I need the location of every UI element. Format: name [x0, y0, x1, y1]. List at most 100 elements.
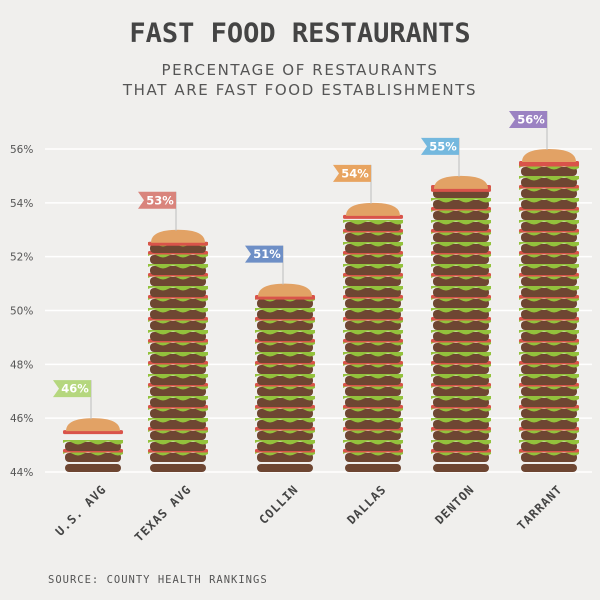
patty: [345, 420, 401, 429]
lettuce: [343, 418, 403, 423]
bar-u-s-avg: 46%: [53, 380, 123, 472]
patty: [257, 420, 313, 429]
lettuce: [519, 264, 579, 269]
lettuce: [148, 286, 208, 291]
lettuce: [255, 374, 315, 379]
lettuce: [431, 308, 491, 313]
patty: [257, 453, 313, 462]
patty: [521, 442, 577, 451]
patty: [433, 453, 489, 462]
patty: [521, 244, 577, 253]
patty: [345, 431, 401, 440]
patty: [257, 321, 313, 330]
lettuce: [343, 242, 403, 247]
patty: [150, 354, 206, 363]
top-bun: [434, 175, 488, 189]
patty: [433, 420, 489, 429]
top-bun: [258, 283, 312, 297]
patty: [433, 409, 489, 418]
patty: [150, 365, 206, 374]
patty: [345, 321, 401, 330]
patty: [433, 398, 489, 407]
patty: [345, 409, 401, 418]
patty: [150, 387, 206, 396]
patty: [345, 354, 401, 363]
patty: [345, 398, 401, 407]
x-tick-label: TARRANT: [515, 482, 566, 533]
lettuce: [343, 308, 403, 313]
flag: [421, 137, 459, 155]
y-tick-label: 48%: [10, 359, 33, 371]
patty: [521, 453, 577, 462]
patty: [521, 178, 577, 187]
patty: [521, 343, 577, 352]
flag: [509, 111, 547, 128]
patty: [433, 387, 489, 396]
lettuce: [255, 396, 315, 401]
patty: [345, 299, 401, 308]
lettuce: [519, 176, 579, 181]
lettuce: [519, 352, 579, 357]
patty: [433, 233, 489, 242]
patty: [521, 167, 577, 176]
patty: [345, 332, 401, 341]
patty: [521, 431, 577, 440]
lettuce: [148, 264, 208, 269]
bottom-bun: [345, 464, 401, 472]
lettuce: [519, 418, 579, 423]
x-tick-label: DALLAS: [344, 482, 389, 527]
lettuce: [343, 286, 403, 291]
patty: [433, 365, 489, 374]
lettuce: [519, 396, 579, 401]
patty: [433, 332, 489, 341]
patty: [345, 277, 401, 286]
lettuce: [519, 286, 579, 291]
patty: [345, 442, 401, 451]
lettuce: [431, 352, 491, 357]
y-tick-label: 44%: [10, 467, 33, 479]
patty: [521, 365, 577, 374]
patty: [65, 453, 121, 462]
bar-texas-avg: 53%: [138, 191, 208, 472]
bar-tarrant: 56%: [509, 111, 579, 472]
patty: [345, 343, 401, 352]
patty: [433, 266, 489, 275]
lettuce: [431, 286, 491, 291]
patty: [150, 420, 206, 429]
patty: [521, 332, 577, 341]
patty: [345, 365, 401, 374]
lettuce: [519, 198, 579, 203]
patty: [433, 321, 489, 330]
chart-title: FAST FOOD RESTAURANTS: [129, 18, 471, 49]
lettuce: [431, 440, 491, 445]
lettuce: [431, 330, 491, 335]
patty: [150, 266, 206, 275]
lettuce: [343, 396, 403, 401]
patty: [521, 310, 577, 319]
patty: [345, 222, 401, 231]
top-bun: [346, 202, 400, 216]
patty: [345, 310, 401, 319]
patty: [521, 321, 577, 330]
lettuce: [431, 198, 491, 203]
y-tick-label: 52%: [10, 252, 33, 264]
patty: [257, 442, 313, 451]
lettuce: [431, 242, 491, 247]
patty: [257, 376, 313, 385]
patty: [150, 299, 206, 308]
patty: [150, 288, 206, 297]
top-bun: [66, 418, 120, 432]
source-note: SOURCE: COUNTY HEALTH RANKINGS: [48, 574, 268, 586]
lettuce: [431, 418, 491, 423]
lettuce: [148, 352, 208, 357]
lettuce: [148, 396, 208, 401]
data-label: 53%: [146, 193, 174, 207]
flag: [333, 164, 371, 182]
patty: [521, 211, 577, 220]
lettuce: [148, 308, 208, 313]
y-tick-label: 56%: [10, 144, 33, 156]
patty: [257, 354, 313, 363]
patty: [150, 310, 206, 319]
patty: [521, 266, 577, 275]
